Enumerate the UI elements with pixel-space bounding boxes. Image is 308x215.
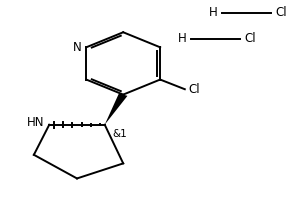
- Text: &1: &1: [112, 129, 127, 139]
- Text: H: H: [209, 6, 217, 19]
- Text: Cl: Cl: [188, 83, 200, 96]
- Text: N: N: [73, 41, 82, 54]
- Text: Cl: Cl: [245, 32, 257, 45]
- Text: HN: HN: [27, 116, 45, 129]
- Text: Cl: Cl: [276, 6, 287, 19]
- Text: H: H: [178, 32, 186, 45]
- Polygon shape: [105, 93, 128, 125]
